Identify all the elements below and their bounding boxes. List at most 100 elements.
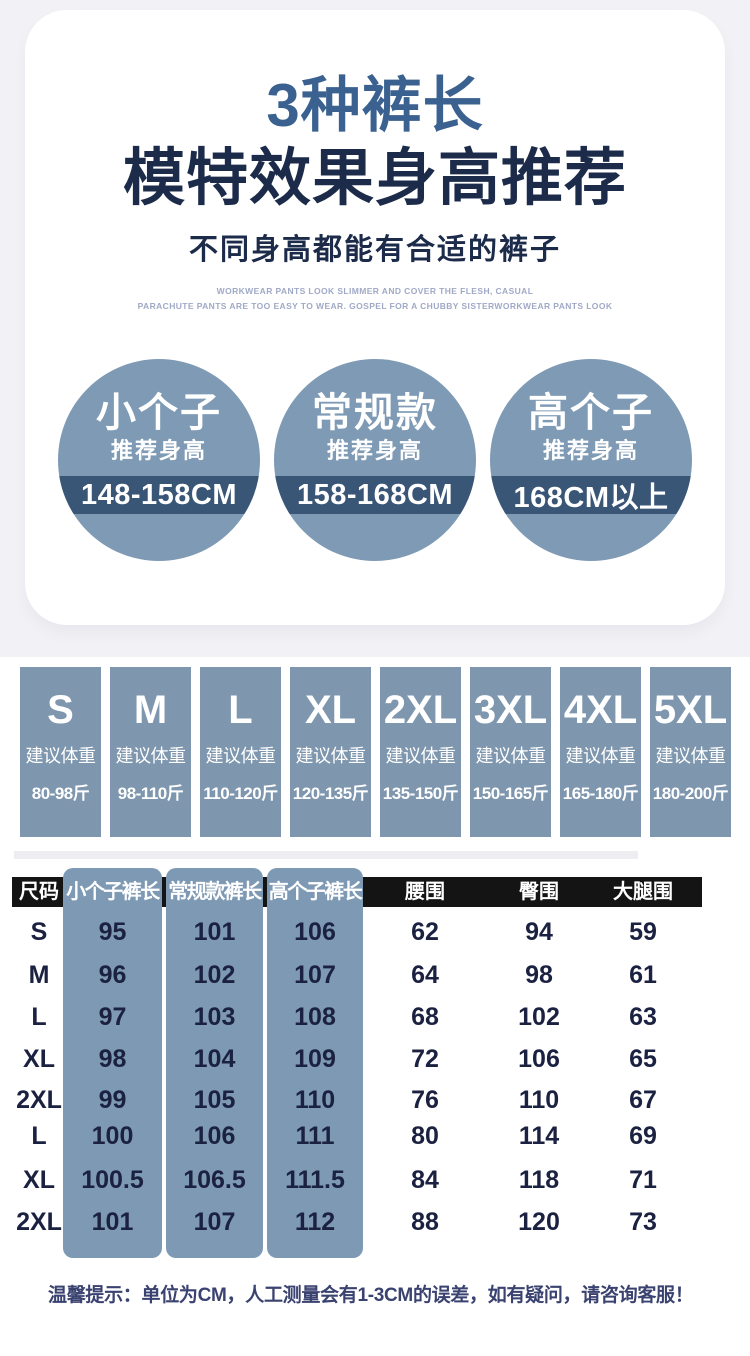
size-card-s: S 建议体重 80-98斤	[20, 667, 101, 837]
title-pant-lengths: 3种裤长	[266, 72, 484, 139]
advice-label: 建议体重	[655, 746, 727, 766]
height-circle-regular: 常规款 推荐身高 158-168CM	[274, 359, 476, 561]
thigh-value: 63	[629, 1003, 657, 1031]
thigh-value: 59	[629, 918, 657, 946]
circle-subtitle: 推荐身高	[110, 438, 207, 463]
size-label: S	[47, 688, 74, 732]
tall-length-value: 106	[294, 918, 336, 946]
hip-value: 118	[518, 1166, 560, 1194]
column-regular-length	[166, 868, 263, 1258]
thigh-value: 71	[629, 1166, 657, 1194]
circle-title: 常规款	[312, 391, 438, 435]
row-size: 2XL	[16, 1086, 62, 1114]
english-tagline-line2: PARACHUTE PANTS ARE TOO EASY TO WEAR. GO…	[137, 301, 613, 311]
size-label: 4XL	[563, 688, 638, 732]
advice-label: 建议体重	[205, 746, 277, 766]
weight-range: 180-200斤	[652, 784, 729, 803]
english-tagline-line1: WORKWEAR PANTS LOOK SLIMMER AND COVER TH…	[216, 286, 534, 296]
row-size: S	[30, 918, 48, 946]
column-header-size: 尺码	[19, 881, 59, 903]
height-circle-group: 小个子 推荐身高 148-158CM 常规款 推荐身高 158-168CM 高个…	[25, 359, 725, 561]
table-row: 2XL 99 105 110 76 110 67	[0, 1083, 750, 1117]
weight-range: 135-150斤	[382, 784, 459, 803]
petite-length-value: 95	[98, 918, 127, 946]
size-card-m: M 建议体重 98-110斤	[110, 667, 191, 837]
advice-label: 建议体重	[385, 746, 457, 766]
waist-value: 76	[411, 1086, 439, 1114]
size-label: 3XL	[473, 688, 548, 732]
thigh-value: 61	[629, 961, 657, 989]
hip-value: 94	[525, 918, 553, 946]
size-card-3xl: 3XL 建议体重 150-165斤	[470, 667, 551, 837]
petite-length-value: 96	[98, 961, 127, 989]
tall-length-value: 108	[294, 1003, 336, 1031]
petite-length-value: 97	[98, 1003, 127, 1031]
waist-value: 72	[411, 1045, 439, 1073]
size-label: M	[133, 688, 168, 732]
thigh-value: 67	[629, 1086, 657, 1114]
weight-size-card-row: S 建议体重 80-98斤 M 建议体重 98-110斤 L 建议体重 110-…	[20, 667, 731, 837]
hip-value: 114	[518, 1122, 560, 1150]
advice-label: 建议体重	[25, 746, 97, 766]
height-circle-tall: 高个子 推荐身高 168CM以上	[490, 359, 692, 561]
regular-length-value: 106	[193, 1122, 236, 1150]
petite-length-value: 100	[91, 1122, 134, 1150]
circle-subtitle: 推荐身高	[326, 438, 423, 463]
thigh-value: 69	[629, 1122, 657, 1150]
thigh-value: 65	[629, 1045, 657, 1073]
regular-length-value: 104	[193, 1045, 236, 1073]
size-label: XL	[304, 688, 357, 732]
size-card-2xl: 2XL 建议体重 135-150斤	[380, 667, 461, 837]
size-card-xl: XL 建议体重 120-135斤	[290, 667, 371, 837]
row-size: XL	[23, 1166, 55, 1194]
hip-value: 110	[518, 1086, 560, 1114]
circle-title: 小个子	[96, 391, 222, 435]
advice-label: 建议体重	[295, 746, 367, 766]
tall-length-value: 110	[294, 1086, 336, 1114]
table-row: XL 98 104 109 72 106 65	[0, 1042, 750, 1076]
column-tall-length	[267, 868, 363, 1258]
height-recommendation-card: 3种裤长 模特效果身高推荐 不同身高都能有合适的裤子 WORKWEAR PANT…	[25, 10, 725, 625]
column-header-tall-length: 高个子裤长	[268, 881, 363, 903]
size-card-l: L 建议体重 110-120斤	[200, 667, 281, 837]
hip-value: 120	[518, 1208, 560, 1236]
column-header-regular-length: 常规款裤长	[168, 881, 262, 903]
tall-length-value: 111	[295, 1122, 335, 1150]
row-size: M	[28, 961, 50, 989]
column-header-hip: 臀围	[519, 881, 559, 903]
petite-length-value: 100.5	[81, 1166, 144, 1194]
table-row: L 97 103 108 68 102 63	[0, 1000, 750, 1034]
column-header-thigh: 大腿围	[613, 881, 673, 903]
regular-length-value: 106.5	[183, 1166, 246, 1194]
size-card-5xl: 5XL 建议体重 180-200斤	[650, 667, 731, 837]
table-row: 2XL 101 107 112 88 120 73	[0, 1205, 750, 1239]
hip-value: 102	[518, 1003, 560, 1031]
measurement-table: 尺码 小个子裤长 常规款裤长 高个子裤长 腰围 臀围 大腿围 S 95 101 …	[0, 868, 750, 1268]
petite-length-value: 101	[91, 1208, 134, 1236]
table-row: M 96 102 107 64 98 61	[0, 958, 750, 992]
advice-label: 建议体重	[115, 746, 187, 766]
waist-value: 62	[411, 918, 439, 946]
column-petite-length	[63, 868, 162, 1258]
weight-range: 120-135斤	[292, 784, 369, 803]
petite-length-value: 99	[98, 1086, 127, 1114]
weight-range: 80-98斤	[31, 784, 90, 803]
tall-length-value: 111.5	[285, 1166, 345, 1194]
weight-range: 150-165斤	[472, 784, 549, 803]
hip-value: 98	[525, 961, 553, 989]
regular-length-value: 105	[193, 1086, 236, 1114]
tall-length-value: 112	[294, 1208, 336, 1236]
page-title: 模特效果身高推荐	[122, 144, 627, 213]
size-label: 5XL	[653, 688, 728, 732]
footer-note: 温馨提示：单位为CM，人工测量会有1-3CM的误差，如有疑问，请咨询客服！	[48, 1285, 694, 1306]
table-row: XL 100.5 106.5 111.5 84 118 71	[0, 1163, 750, 1197]
height-circle-petite: 小个子 推荐身高 148-158CM	[58, 359, 260, 561]
hip-value: 106	[518, 1045, 560, 1073]
tall-length-value: 109	[294, 1045, 336, 1073]
circle-subtitle: 推荐身高	[542, 438, 639, 463]
weight-range: 110-120斤	[203, 784, 278, 803]
circle-height-range: 148-158CM	[58, 476, 260, 514]
weight-range: 98-110斤	[117, 784, 184, 803]
advice-label: 建议体重	[475, 746, 547, 766]
